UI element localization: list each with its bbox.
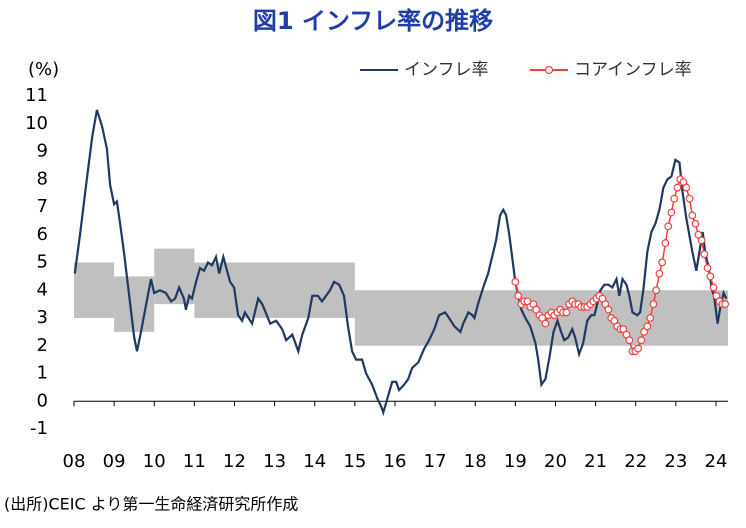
series-marker: [673, 183, 682, 192]
y-tick-label: 7: [37, 196, 48, 217]
series-marker: [712, 291, 721, 300]
series-marker: [655, 269, 664, 278]
target-band: [74, 262, 115, 318]
x-tick-label: 12: [223, 451, 246, 472]
series-marker: [601, 300, 610, 309]
series-marker: [604, 305, 613, 314]
x-tick-label: 24: [705, 451, 728, 472]
y-tick-label: 3: [37, 307, 48, 328]
x-tick-label: 23: [664, 451, 687, 472]
y-tick-label: 8: [37, 168, 48, 189]
series-marker: [703, 264, 712, 272]
y-tick-label: 11: [25, 85, 48, 106]
x-tick-label: 19: [504, 451, 527, 472]
series-marker: [688, 211, 697, 220]
x-tick-label: 13: [263, 451, 286, 472]
series-marker: [649, 300, 658, 309]
x-tick-label: 10: [143, 451, 166, 472]
series-marker: [640, 327, 649, 336]
series-marker: [691, 219, 700, 228]
series-marker: [670, 194, 679, 203]
series-marker: [700, 250, 709, 259]
series-marker: [532, 305, 541, 314]
series-line: [73, 109, 728, 416]
x-tick-label: 09: [103, 451, 126, 472]
series-marker: [652, 286, 661, 295]
series-marker: [661, 239, 670, 247]
x-tick-label: 18: [464, 451, 487, 472]
series-marker: [541, 319, 550, 328]
y-tick-label: 4: [37, 279, 48, 300]
series-marker: [709, 283, 718, 292]
y-tick-label: -1: [30, 418, 48, 439]
series-marker: [706, 272, 715, 281]
x-tick-label: 17: [424, 451, 447, 472]
x-tick-label: 14: [303, 451, 326, 472]
series-marker: [721, 300, 730, 309]
source-note: (出所)CEIC より第一生命経済研究所作成: [4, 495, 298, 514]
x-tick-label: 08: [63, 451, 86, 472]
target-band: [194, 262, 355, 318]
y-tick-label: 2: [37, 335, 48, 356]
y-tick-label: 9: [37, 141, 48, 162]
y-tick-label: 5: [37, 252, 48, 273]
series-marker: [634, 344, 643, 353]
x-tick-label: 16: [384, 451, 407, 472]
y-unit: (%): [28, 59, 59, 80]
series-marker: [685, 194, 694, 203]
series-marker: [664, 222, 673, 231]
x-tick-label: 20: [544, 451, 567, 472]
x-tick-label: 22: [624, 451, 647, 472]
series-marker: [646, 314, 655, 322]
series-marker: [625, 336, 634, 345]
x-tick-label: 21: [584, 451, 607, 472]
target-band: [154, 248, 195, 305]
x-tick-label: 15: [343, 451, 366, 472]
series-marker: [619, 325, 628, 334]
legend-label: コアインフレ率: [574, 60, 692, 80]
series-marker: [682, 183, 691, 192]
series-marker: [694, 230, 703, 239]
y-tick-label: 1: [37, 363, 48, 384]
series-marker: [511, 278, 520, 286]
series-marker: [514, 291, 523, 300]
series-marker: [658, 258, 667, 267]
legend-marker: [544, 65, 554, 75]
series-marker: [643, 322, 652, 331]
y-tick-label: 10: [25, 113, 48, 134]
series-marker: [637, 336, 646, 345]
x-tick-label: 11: [183, 451, 206, 472]
series-marker: [667, 208, 676, 217]
legend-label: インフレ率: [404, 60, 489, 80]
series-marker: [697, 236, 706, 245]
y-tick-label: 6: [37, 224, 48, 245]
target-band: [114, 276, 155, 332]
y-tick-label: 0: [37, 390, 48, 411]
chart-title: 図1 インフレ率の推移: [253, 7, 493, 35]
series-marker: [562, 308, 571, 317]
